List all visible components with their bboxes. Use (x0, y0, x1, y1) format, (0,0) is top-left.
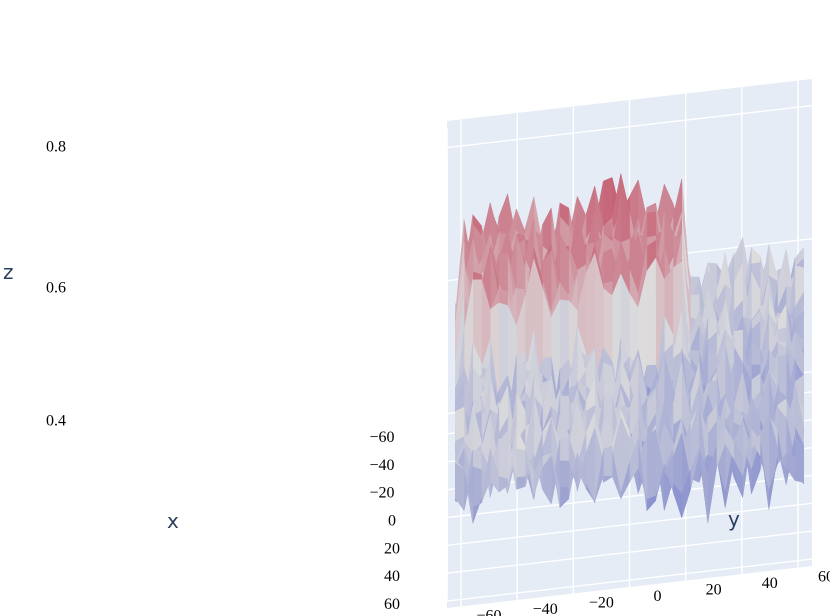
grid-line (446, 104, 813, 329)
x-tick-label: 20 (384, 540, 400, 557)
y-tick-label: −60 (477, 607, 502, 616)
y-tick-label: 20 (706, 582, 722, 599)
y-axis-title: y (728, 507, 740, 531)
y-tick-label: 0 (654, 588, 662, 605)
x-tick-label: 0 (388, 513, 396, 530)
grid-line (446, 530, 813, 574)
y-axis-ticks: −60 −40 −20 0 20 40 60 (477, 569, 830, 616)
grid-line (446, 558, 813, 602)
x-axis-ticks: −60 −40 −20 0 20 40 60 (369, 429, 400, 613)
y-tick-label: 40 (762, 575, 778, 592)
surface-cell (559, 437, 569, 462)
z-axis-title: z (3, 260, 14, 284)
z-tick-label: 0.4 (46, 413, 66, 430)
y-tick-label: −40 (533, 601, 558, 616)
x-tick-label: −40 (369, 457, 394, 474)
x-tick-label: 40 (384, 568, 400, 585)
surface-cell (603, 449, 613, 477)
surface-cell (472, 450, 482, 471)
x-tick-label: 60 (384, 596, 400, 613)
z-tick-label: 0.8 (46, 139, 66, 156)
z-axis-ticks: 0.4 0.6 0.8 (46, 139, 66, 430)
grid-line (446, 502, 813, 547)
surface-cell (498, 288, 508, 306)
z-tick-label: 0.6 (46, 280, 66, 297)
surface-cell (646, 211, 656, 239)
x-tick-label: −20 (369, 485, 394, 502)
y-tick-label: 60 (818, 569, 830, 586)
surface-mesh (455, 173, 804, 524)
y-tick-label: −20 (589, 594, 614, 611)
surface-cell (455, 459, 465, 470)
surface-cell (603, 248, 613, 284)
x-tick-label: −60 (369, 429, 394, 446)
surface-cell (455, 406, 465, 442)
x-axis-title: x (167, 509, 179, 533)
